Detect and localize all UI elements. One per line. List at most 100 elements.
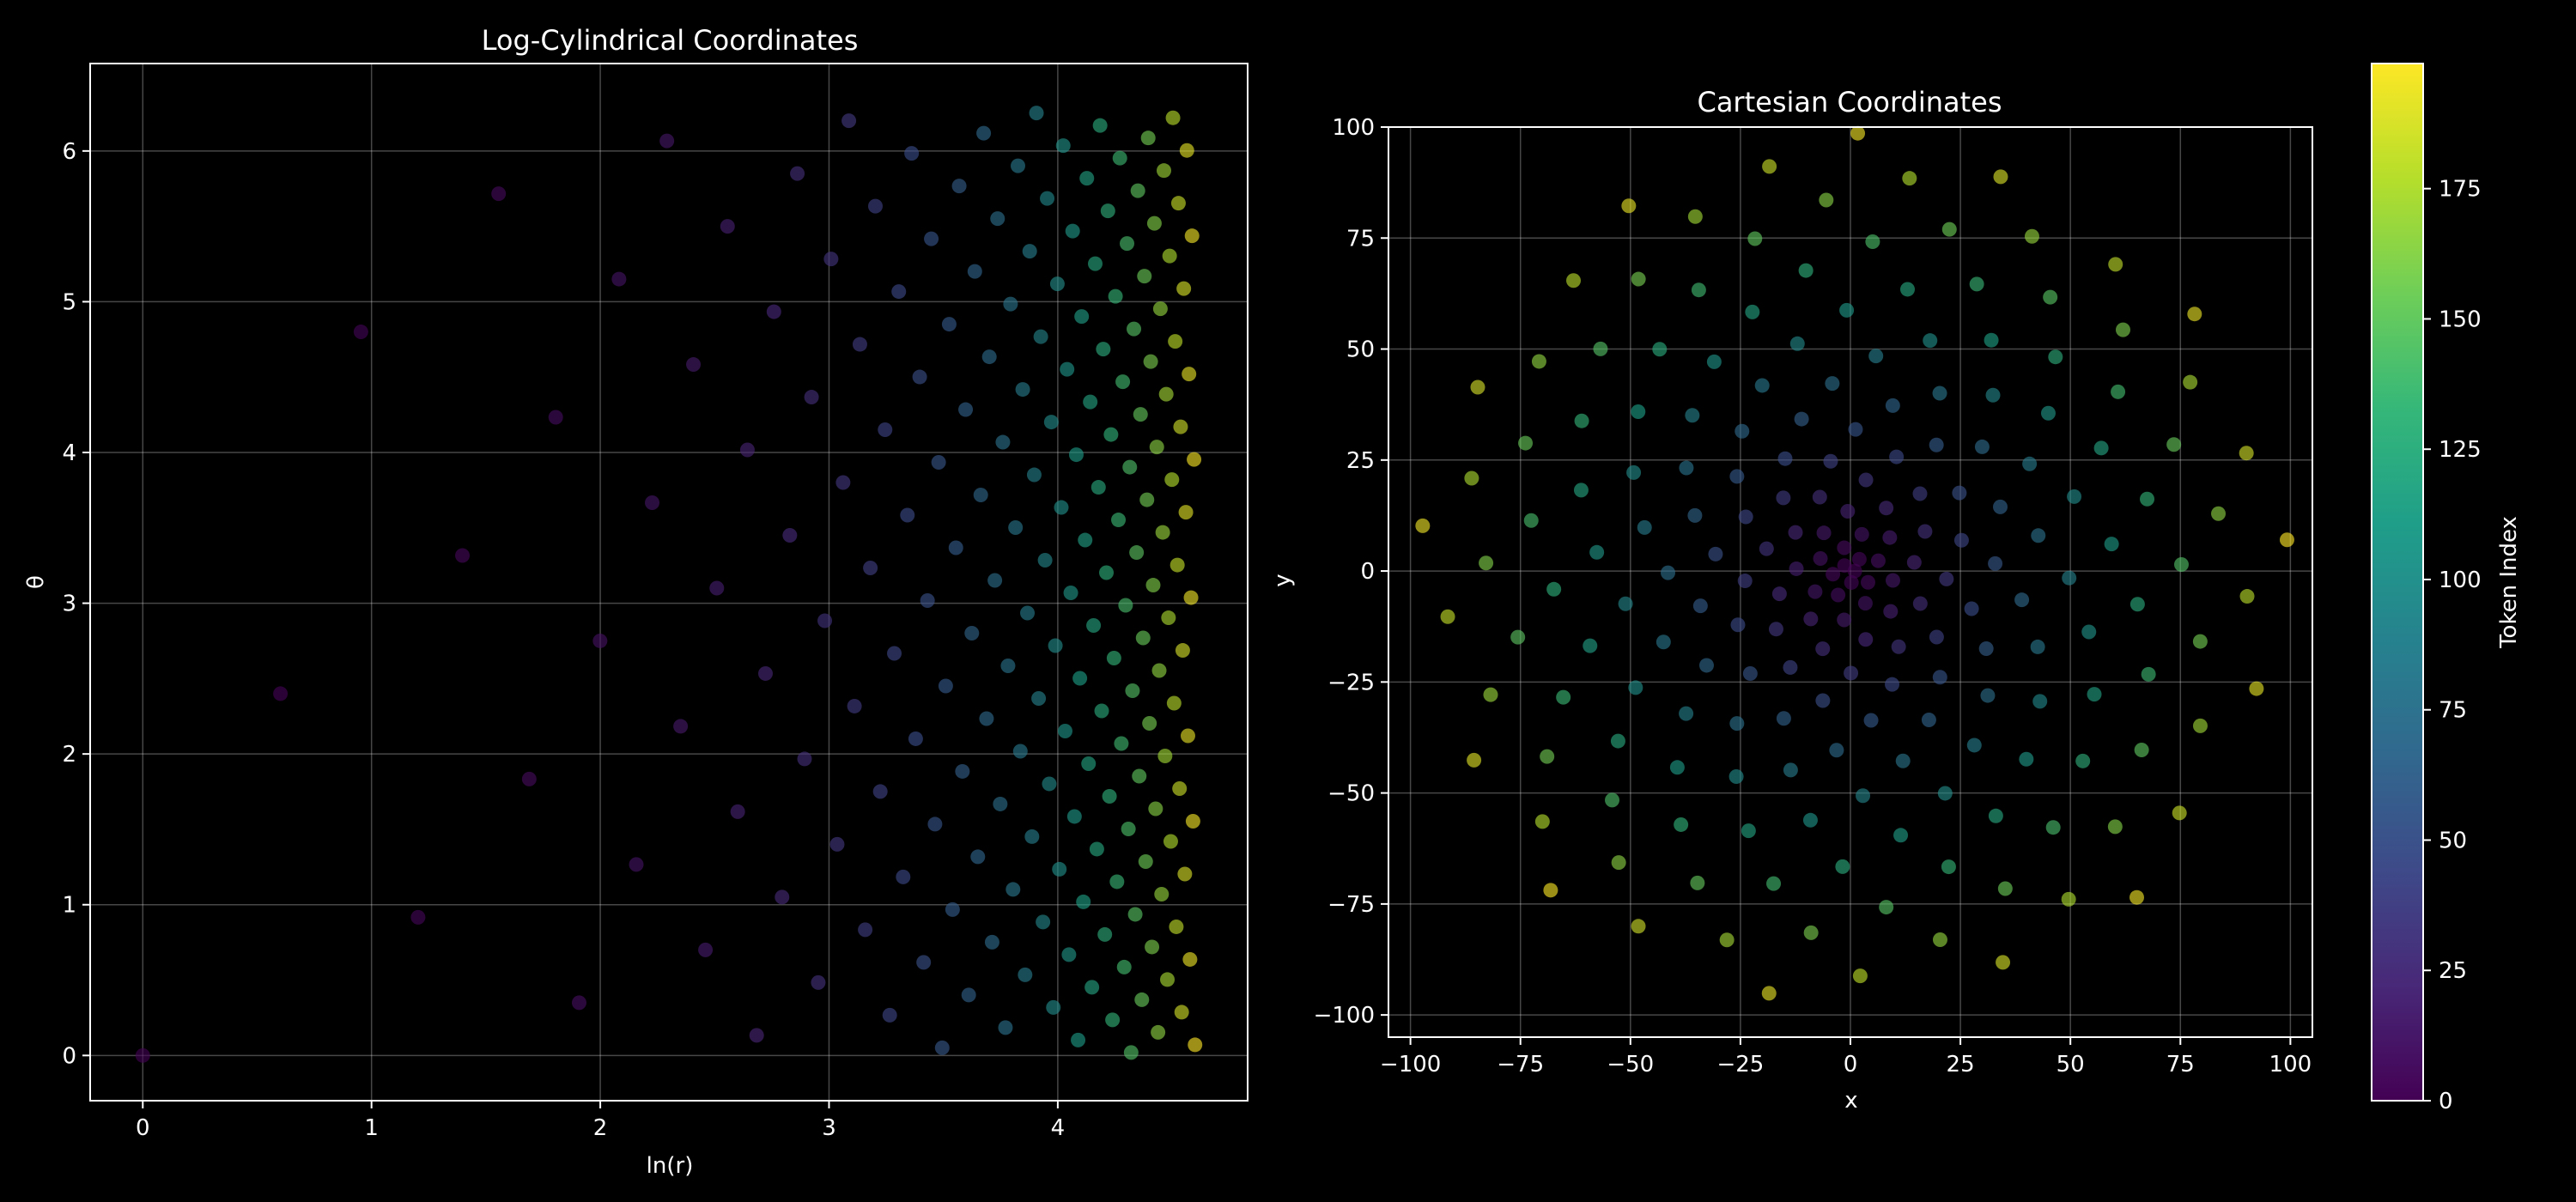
data-point (1870, 553, 1886, 568)
data-point (835, 475, 851, 490)
data-point (1060, 361, 1075, 377)
data-point (1087, 256, 1103, 271)
data-point (1656, 634, 1671, 650)
data-point (1121, 821, 1136, 836)
data-point (1844, 574, 1859, 590)
data-point (1182, 367, 1197, 382)
y-axis-label: y (1270, 574, 1296, 586)
y-tick-label: −75 (1327, 892, 1375, 918)
data-point (1923, 333, 1938, 349)
data-point (1036, 914, 1051, 930)
data-point (1583, 638, 1598, 653)
data-point (1145, 578, 1161, 593)
y-tick-label: 3 (62, 592, 76, 617)
data-point (790, 166, 805, 181)
data-point (916, 955, 932, 970)
x-tick-label: 50 (2057, 1052, 2085, 1078)
data-point (847, 698, 862, 713)
data-point (1819, 192, 1834, 208)
data-point (2032, 694, 2048, 709)
data-point (964, 625, 980, 640)
data-point (858, 922, 873, 938)
y-axis-label: θ (23, 575, 49, 589)
data-point (1883, 604, 1899, 619)
data-point (1172, 781, 1188, 797)
data-point (1803, 611, 1819, 627)
data-point (852, 337, 867, 352)
data-point (1985, 387, 2001, 403)
data-point (1137, 269, 1152, 284)
data-point (912, 369, 927, 385)
data-point (2192, 718, 2208, 733)
data-point (1813, 551, 1828, 567)
data-point (1178, 505, 1194, 520)
data-point (1851, 551, 1867, 567)
data-point (1089, 841, 1104, 857)
data-point (1083, 394, 1098, 410)
data-point (1879, 501, 1894, 516)
data-point (1556, 689, 1571, 705)
colorbar-tick-label: 150 (2439, 307, 2482, 332)
x-tick-label: −25 (1716, 1052, 1764, 1078)
data-point (1156, 163, 1171, 179)
data-point (2075, 753, 2091, 768)
data-point (1669, 760, 1685, 775)
data-point (976, 125, 992, 141)
data-point (872, 784, 888, 799)
data-point (829, 836, 845, 852)
x-axis-label: x (1844, 1088, 1857, 1114)
data-point (941, 317, 957, 332)
data-point (135, 1047, 150, 1063)
data-point (1589, 544, 1605, 560)
y-tick-label: 2 (62, 742, 76, 768)
data-point (1026, 467, 1042, 483)
data-point (1100, 203, 1115, 219)
data-point (2173, 556, 2189, 572)
data-point (1974, 439, 1990, 454)
data-point (1969, 276, 1984, 292)
data-point (817, 613, 833, 628)
data-point (1097, 926, 1113, 942)
data-point (1138, 853, 1153, 869)
data-point (2024, 228, 2039, 244)
data-point (2187, 307, 2202, 322)
axis-ticks: −100 −75 −50 −25 0 25 50 75 100 −100 −75 −50 −25 0 25 5… (1314, 115, 2312, 1078)
data-point (1049, 276, 1065, 292)
data-point (1111, 513, 1127, 528)
data-point (1024, 829, 1040, 844)
data-point (2140, 491, 2155, 507)
data-point (1953, 532, 1969, 548)
data-point (973, 488, 988, 503)
data-point (1175, 643, 1190, 659)
data-point (1008, 520, 1024, 536)
data-point (1730, 617, 1746, 633)
data-point (1858, 472, 1874, 488)
data-point (867, 198, 883, 214)
data-point (1173, 419, 1188, 434)
data-point (2141, 666, 2156, 682)
data-point (1054, 500, 1069, 515)
data-point (931, 455, 946, 470)
data-point (1011, 158, 1026, 173)
data-point (1479, 555, 1494, 571)
data-point (1826, 567, 1841, 582)
data-point (1152, 301, 1168, 317)
data-point (2211, 506, 2227, 521)
data-point (2067, 489, 2082, 504)
data-point (548, 410, 563, 425)
data-point (1593, 341, 1608, 356)
data-point (1882, 530, 1898, 545)
plot-frame (89, 63, 1249, 1102)
x-tick-label: 2 (593, 1115, 608, 1141)
data-point (1941, 222, 1957, 237)
data-point (2061, 891, 2076, 907)
data-point (1574, 413, 1589, 428)
data-point (2043, 289, 2058, 305)
data-point (2129, 889, 2145, 905)
data-point (521, 771, 537, 786)
data-point (1857, 596, 1873, 611)
data-point (1929, 629, 1944, 645)
data-point (730, 804, 745, 819)
data-point (1037, 553, 1053, 568)
